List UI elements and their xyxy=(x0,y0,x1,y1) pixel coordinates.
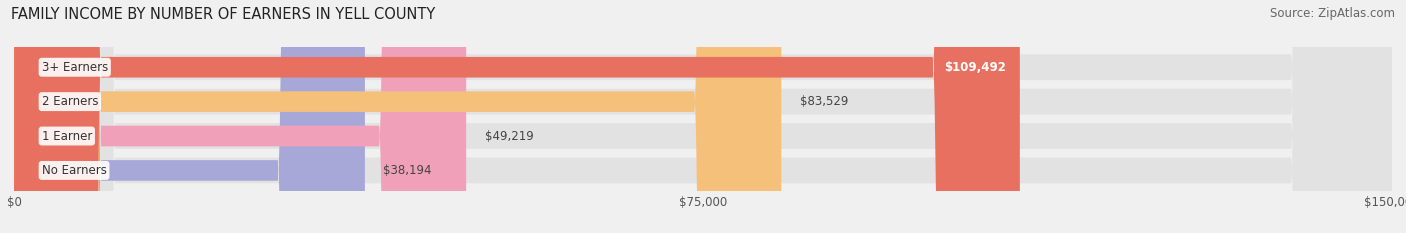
Text: No Earners: No Earners xyxy=(42,164,107,177)
Text: $109,492: $109,492 xyxy=(945,61,1007,74)
Text: $38,194: $38,194 xyxy=(384,164,432,177)
Text: FAMILY INCOME BY NUMBER OF EARNERS IN YELL COUNTY: FAMILY INCOME BY NUMBER OF EARNERS IN YE… xyxy=(11,7,436,22)
FancyBboxPatch shape xyxy=(14,0,1392,233)
FancyBboxPatch shape xyxy=(14,0,782,233)
Text: 3+ Earners: 3+ Earners xyxy=(42,61,108,74)
FancyBboxPatch shape xyxy=(14,0,1019,233)
Text: Source: ZipAtlas.com: Source: ZipAtlas.com xyxy=(1270,7,1395,20)
Text: 1 Earner: 1 Earner xyxy=(42,130,91,143)
FancyBboxPatch shape xyxy=(14,0,467,233)
FancyBboxPatch shape xyxy=(14,0,1392,233)
Text: $83,529: $83,529 xyxy=(800,95,848,108)
Text: 2 Earners: 2 Earners xyxy=(42,95,98,108)
FancyBboxPatch shape xyxy=(14,0,1392,233)
Text: $49,219: $49,219 xyxy=(485,130,533,143)
FancyBboxPatch shape xyxy=(14,0,1392,233)
FancyBboxPatch shape xyxy=(14,0,366,233)
